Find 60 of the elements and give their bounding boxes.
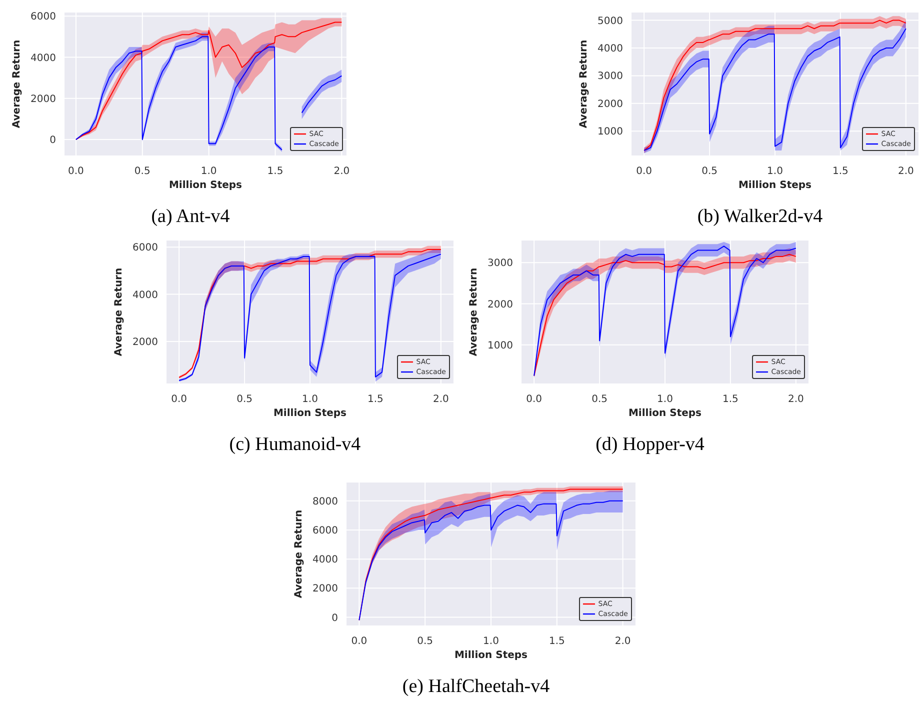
y-tick-label: 4000 <box>598 44 623 55</box>
x-tick-label: 0.5 <box>417 636 434 647</box>
x-axis-title: Million Steps <box>273 408 347 419</box>
x-tick-label: 1.0 <box>302 394 318 405</box>
y-axis-title: Average Return <box>468 268 480 356</box>
y-tick-label: 2000 <box>132 337 158 348</box>
x-tick-label: 1.5 <box>832 166 848 177</box>
x-tick-label: 0.5 <box>236 394 252 405</box>
x-tick-label: 0.0 <box>526 394 542 405</box>
y-tick-label: 6000 <box>30 12 56 23</box>
x-tick-label: 2.0 <box>898 166 914 177</box>
text: (e) HalfCheetah-v4 <box>401 676 551 698</box>
x-tick-label: 1.5 <box>548 636 565 647</box>
text: (b) Walker2d-v4 <box>696 206 824 228</box>
x-axis-title: Million Steps <box>738 180 812 191</box>
y-tick-label: 0 <box>332 612 338 624</box>
x-tick-label: 1.0 <box>657 394 673 405</box>
y-axis-title: Average Return <box>578 40 590 128</box>
y-tick-label: 2000 <box>598 98 623 110</box>
y-axis-title: Average Return <box>294 510 305 598</box>
x-tick-label: 1.5 <box>722 394 738 405</box>
x-axis-title: Million Steps <box>628 408 702 419</box>
text: (c) Humanoid-v4 <box>228 434 362 456</box>
y-tick-label: 4000 <box>132 290 158 301</box>
x-tick-label: 1.5 <box>368 394 384 405</box>
x-tick-label: 0.0 <box>171 394 188 405</box>
x-tick-label: 0.0 <box>351 636 368 647</box>
x-tick-label: 0.5 <box>592 394 608 405</box>
x-tick-label: 2.0 <box>432 394 449 405</box>
x-tick-label: 0.5 <box>134 166 150 177</box>
x-tick-label: 0.0 <box>68 166 84 177</box>
x-tick-label: 1.0 <box>483 636 499 647</box>
y-tick-label: 4000 <box>30 52 56 64</box>
y-tick-label: 2000 <box>488 299 513 310</box>
text: (a) Ant-v4 <box>150 206 231 228</box>
y-tick-label: 1000 <box>598 126 623 138</box>
y-tick-label: 2000 <box>30 94 56 105</box>
y-tick-label: 6000 <box>132 242 158 254</box>
x-tick-label: 1.5 <box>267 166 284 177</box>
x-tick-label: 2.0 <box>334 166 350 177</box>
y-tick-label: 1000 <box>488 340 513 352</box>
x-tick-label: 1.0 <box>767 166 783 177</box>
y-tick-label: 4000 <box>312 554 338 566</box>
y-tick-label: 2000 <box>312 584 338 595</box>
x-axis-title: Million Steps <box>454 650 528 661</box>
y-tick-label: 6000 <box>312 526 338 537</box>
x-tick-label: 1.0 <box>200 166 217 177</box>
x-tick-label: 2.0 <box>614 636 631 647</box>
y-tick-label: 8000 <box>312 496 338 508</box>
x-tick-label: 2.0 <box>788 394 804 405</box>
y-tick-label: 0 <box>50 135 56 146</box>
x-tick-label: 0.5 <box>702 166 718 177</box>
x-tick-label: 0.0 <box>636 166 652 177</box>
x-axis-title: Million Steps <box>168 180 242 191</box>
y-axis-title: Average Return <box>12 40 23 128</box>
y-tick-label: 5000 <box>598 16 623 27</box>
text: (d) Hopper-v4 <box>594 434 706 456</box>
y-tick-label: 3000 <box>598 71 623 82</box>
y-axis-title: Average Return <box>114 268 125 356</box>
y-tick-label: 3000 <box>488 258 513 270</box>
